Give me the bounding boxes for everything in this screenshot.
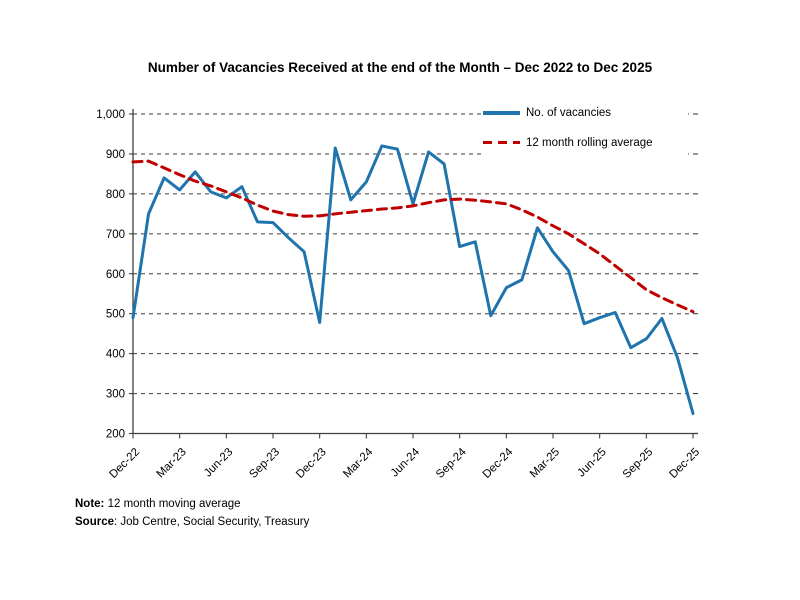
y-axis-tick-label: 400 (106, 349, 125, 361)
x-axis-tick-label: Mar-24 (341, 446, 376, 481)
x-axis-tick-label: Dec-25 (667, 446, 702, 481)
note-text: 12 month moving average (104, 498, 241, 510)
x-axis-tick-label: Jun-23 (202, 446, 235, 479)
y-axis-tick-label: 500 (106, 309, 125, 321)
source-text: : Job Centre, Social Security, Treasury (114, 515, 310, 528)
x-axis-tick-label: Mar-23 (155, 446, 189, 480)
x-axis-tick-label: Dec-23 (294, 446, 329, 481)
source-label: Source (75, 515, 114, 528)
x-axis-tick-label: Sep-25 (621, 446, 656, 481)
chart-footnotes: Note: 12 month moving average Source: Jo… (75, 496, 309, 531)
note-line: Note: 12 month moving average (75, 496, 309, 514)
x-axis-tick-label: Dec-24 (481, 446, 516, 481)
x-axis-tick-label: Jun-25 (575, 446, 608, 479)
y-axis-tick-label: 200 (106, 429, 125, 441)
x-axis-tick-label: Dec-22 (107, 446, 142, 481)
x-axis-tick-label: Mar-25 (528, 446, 562, 480)
x-axis-tick-label: Sep-23 (247, 446, 282, 481)
note-label: Note: (75, 498, 105, 510)
legend-item-rolling-average: 12 month rolling average (483, 132, 688, 153)
y-axis-tick-label: 800 (106, 189, 125, 201)
legend-swatch-dashed-line-icon (483, 141, 520, 144)
rolling-average-line (131, 159, 695, 314)
y-axis-tick-label: 900 (106, 149, 125, 161)
legend-label-vacancies: No. of vacancies (526, 106, 612, 119)
vacancies-line (131, 144, 695, 416)
y-axis-tick-label: 1,000 (96, 109, 125, 121)
x-axis-tick-label: Sep-24 (434, 446, 469, 481)
legend-item-vacancies: No. of vacancies (483, 102, 688, 123)
x-axis-tick-label: Jun-24 (389, 446, 423, 480)
chart-legend: No. of vacancies 12 month rolling averag… (483, 99, 688, 156)
chart-title: Number of Vacancies Received at the end … (147, 60, 653, 75)
y-axis-tick-label: 300 (106, 389, 125, 401)
legend-label-rolling-average: 12 month rolling average (526, 136, 653, 149)
y-axis-tick-label: 600 (106, 269, 125, 281)
legend-swatch-solid-line-icon (483, 110, 520, 115)
y-axis-tick-label: 700 (106, 229, 125, 241)
source-line: Source: Job Centre, Social Security, Tre… (75, 514, 309, 532)
